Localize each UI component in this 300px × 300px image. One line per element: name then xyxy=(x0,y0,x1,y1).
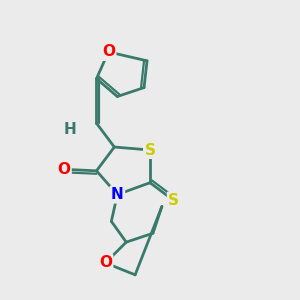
Text: N: N xyxy=(111,187,124,202)
Text: S: S xyxy=(145,142,155,158)
Text: H: H xyxy=(63,122,76,137)
Text: S: S xyxy=(168,193,179,208)
Text: O: O xyxy=(99,255,112,270)
Text: O: O xyxy=(57,162,70,177)
Text: O: O xyxy=(102,44,115,59)
